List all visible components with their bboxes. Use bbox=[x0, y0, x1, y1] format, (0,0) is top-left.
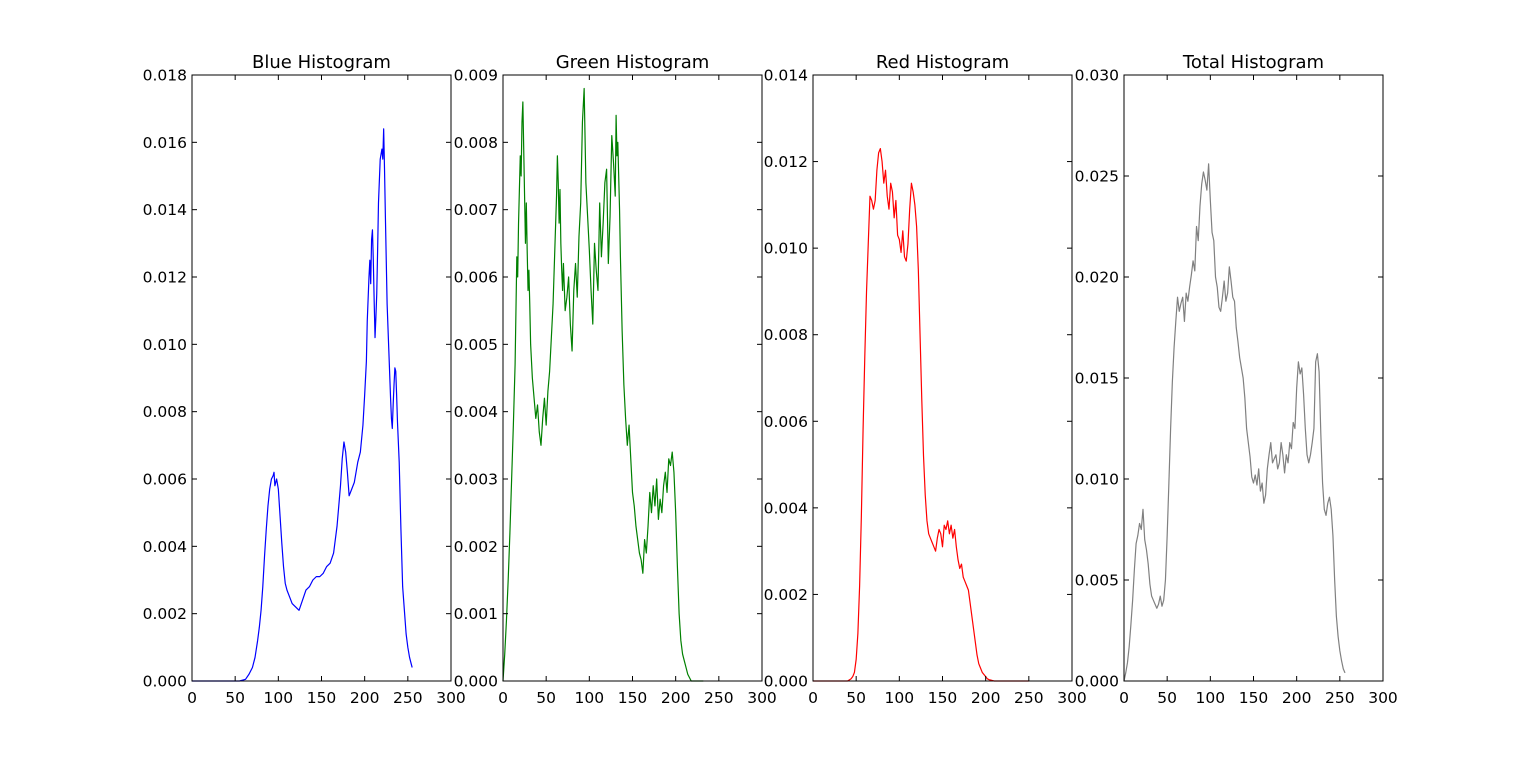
red-histogram-x-tick-label: 250 bbox=[1014, 689, 1044, 707]
green-histogram-y-tick-label: 0.000 bbox=[454, 673, 498, 691]
green-histogram-y-tick-label: 0.001 bbox=[454, 605, 498, 623]
blue-histogram-y-tick-label: 0.010 bbox=[143, 336, 187, 354]
blue-histogram-series-line bbox=[192, 128, 413, 682]
green-histogram-x-tick-label: 300 bbox=[747, 689, 777, 707]
green-histogram-x-tick-label: 50 bbox=[536, 689, 556, 707]
green-histogram-y-tick-label: 0.004 bbox=[454, 403, 498, 421]
blue-histogram-x-tick-label: 150 bbox=[307, 689, 337, 707]
total-histogram-y-tick-label: 0.005 bbox=[1075, 572, 1119, 590]
total-histogram-y-tick-label: 0.020 bbox=[1075, 269, 1119, 287]
total-histogram-x-tick-label: 100 bbox=[1196, 689, 1226, 707]
total-histogram-y-tick-label: 0.000 bbox=[1075, 673, 1119, 691]
total-histogram-y-tick-label: 0.015 bbox=[1075, 370, 1119, 388]
red-histogram-axes-frame bbox=[812, 74, 1073, 682]
red-histogram-y-tick-label: 0.010 bbox=[764, 240, 808, 258]
green-histogram-x-tick-label: 0 bbox=[498, 689, 508, 707]
total-histogram-x-tick-label: 150 bbox=[1239, 689, 1269, 707]
green-histogram-panel: 0 50 100 150 200 250 300 0.000 0.001 0.002 0.003 0.… bbox=[454, 52, 777, 707]
blue-histogram-x-tick-label: 200 bbox=[350, 689, 380, 707]
blue-histogram-y-tick-label: 0.018 bbox=[143, 67, 187, 85]
green-histogram-x-tick-label: 200 bbox=[661, 689, 691, 707]
total-histogram-x-tick-label: 250 bbox=[1325, 689, 1355, 707]
green-histogram-title: Green Histogram bbox=[556, 52, 710, 73]
total-histogram-x-tick-label: 50 bbox=[1157, 689, 1177, 707]
green-histogram-y-tick-label: 0.006 bbox=[454, 269, 498, 287]
total-histogram-axes-frame bbox=[1123, 74, 1384, 682]
green-histogram-series-line bbox=[502, 87, 704, 682]
total-histogram-x-tick-label: 200 bbox=[1282, 689, 1312, 707]
red-histogram-x-tick-label: 100 bbox=[885, 689, 915, 707]
red-histogram-y-tick-label: 0.000 bbox=[764, 673, 808, 691]
red-histogram-x-tick-label: 300 bbox=[1057, 689, 1087, 707]
blue-histogram-y-tick-label: 0.012 bbox=[143, 269, 187, 287]
blue-histogram-axes-frame bbox=[191, 74, 452, 682]
total-histogram-title: Total Histogram bbox=[1182, 52, 1324, 73]
blue-histogram-x-tick-label: 0 bbox=[187, 689, 197, 707]
blue-histogram-y-tick-label: 0.006 bbox=[143, 471, 187, 489]
green-histogram-y-tick-label: 0.002 bbox=[454, 538, 498, 556]
red-histogram-y-tick-label: 0.004 bbox=[764, 499, 808, 517]
red-histogram-series-line bbox=[813, 147, 1029, 682]
red-histogram-y-tick-label: 0.014 bbox=[764, 67, 808, 85]
green-histogram-y-tick-label: 0.003 bbox=[454, 471, 498, 489]
blue-histogram-y-tick-label: 0.016 bbox=[143, 134, 187, 152]
blue-histogram-x-tick-label: 300 bbox=[436, 689, 466, 707]
blue-histogram-y-tick-label: 0.000 bbox=[143, 673, 187, 691]
green-histogram-y-tick-label: 0.007 bbox=[454, 201, 498, 219]
green-histogram-axes-frame bbox=[502, 74, 763, 682]
blue-histogram-y-tick-label: 0.008 bbox=[143, 403, 187, 421]
total-histogram-series-line bbox=[1123, 163, 1346, 682]
red-histogram-x-tick-label: 150 bbox=[928, 689, 958, 707]
total-histogram-panel: 0 50 100 150 200 250 300 0.000 0.005 0.010 0.015 0.… bbox=[1075, 52, 1398, 707]
green-histogram-x-tick-label: 250 bbox=[704, 689, 734, 707]
green-histogram-y-tick-label: 0.008 bbox=[454, 134, 498, 152]
blue-histogram-x-tick-label: 100 bbox=[264, 689, 294, 707]
blue-histogram-title: Blue Histogram bbox=[252, 52, 391, 73]
total-histogram-y-tick-label: 0.030 bbox=[1075, 67, 1119, 85]
green-histogram-x-tick-label: 100 bbox=[575, 689, 605, 707]
total-histogram-y-tick-label: 0.010 bbox=[1075, 471, 1119, 489]
green-histogram-x-tick-label: 150 bbox=[618, 689, 648, 707]
red-histogram-y-tick-label: 0.012 bbox=[764, 153, 808, 171]
red-histogram-y-tick-label: 0.008 bbox=[764, 326, 808, 344]
blue-histogram-y-tick-label: 0.004 bbox=[143, 538, 187, 556]
total-histogram-y-tick-label: 0.025 bbox=[1075, 168, 1119, 186]
total-histogram-x-tick-label: 300 bbox=[1368, 689, 1398, 707]
blue-histogram-panel: 0 50 100 150 200 250 300 0.000 0.002 0.004 0.006 0.… bbox=[143, 52, 466, 707]
red-histogram-panel: 0 50 100 150 200 250 300 0.000 0.002 0.004 0.006 0.… bbox=[764, 52, 1087, 707]
red-histogram-y-tick-label: 0.006 bbox=[764, 413, 808, 431]
red-histogram-title: Red Histogram bbox=[876, 52, 1009, 73]
red-histogram-x-tick-label: 0 bbox=[808, 689, 818, 707]
green-histogram-y-tick-label: 0.009 bbox=[454, 67, 498, 85]
red-histogram-x-tick-label: 200 bbox=[971, 689, 1001, 707]
blue-histogram-y-tick-label: 0.014 bbox=[143, 201, 187, 219]
green-histogram-y-tick-label: 0.005 bbox=[454, 336, 498, 354]
total-histogram-x-tick-label: 0 bbox=[1119, 689, 1129, 707]
blue-histogram-x-tick-label: 50 bbox=[225, 689, 245, 707]
blue-histogram-y-tick-label: 0.002 bbox=[143, 605, 187, 623]
red-histogram-y-tick-label: 0.002 bbox=[764, 586, 808, 604]
red-histogram-x-tick-label: 50 bbox=[846, 689, 866, 707]
blue-histogram-x-tick-label: 250 bbox=[393, 689, 423, 707]
